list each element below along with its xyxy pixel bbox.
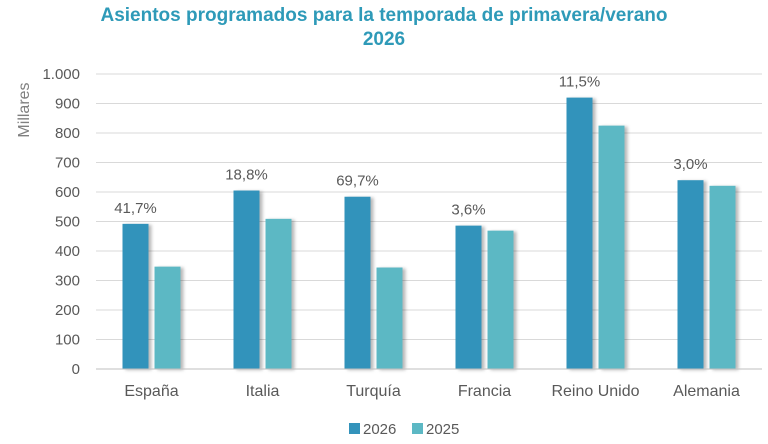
legend-label-2026: 2026 bbox=[363, 421, 396, 438]
y-tick-label: 0 bbox=[72, 361, 80, 378]
chart-title: Asientos programados para la temporada d… bbox=[0, 4, 768, 52]
y-tick-label: 200 bbox=[55, 302, 80, 319]
bar-2026 bbox=[122, 223, 149, 369]
x-tick-label: España bbox=[124, 383, 178, 400]
y-tick-label: 900 bbox=[55, 96, 80, 113]
x-tick-label: Francia bbox=[458, 383, 511, 400]
y-tick-label: 700 bbox=[55, 155, 80, 172]
growth-annotation: 69,7% bbox=[336, 173, 379, 190]
x-tick-label: Alemania bbox=[673, 383, 740, 400]
bar-2025 bbox=[265, 218, 292, 369]
chart-title-line2: 2026 bbox=[362, 29, 406, 50]
y-axis-ticks: 0 100 200 300 400 500 600 700 800 900 1.000 bbox=[42, 66, 80, 378]
legend-swatch-2026 bbox=[349, 423, 360, 434]
annotations: 41,7% 18,8% 69,7% 3,6% 11,5% 3,0% bbox=[114, 74, 707, 219]
y-tick-label: 400 bbox=[55, 243, 80, 260]
x-tick-label: Turquía bbox=[346, 383, 401, 400]
growth-annotation: 3,0% bbox=[673, 156, 707, 173]
x-tick-label: Italia bbox=[246, 383, 280, 400]
bar-2025 bbox=[376, 267, 403, 369]
bar-2025 bbox=[598, 125, 625, 369]
bar-2025 bbox=[154, 266, 181, 369]
growth-annotation: 3,6% bbox=[451, 202, 485, 219]
y-tick-label: 1.000 bbox=[42, 66, 80, 83]
legend-label-2025: 2025 bbox=[426, 421, 459, 438]
bar-2026 bbox=[233, 190, 260, 369]
bar-2026 bbox=[677, 180, 704, 369]
bar-2026 bbox=[566, 97, 593, 369]
bar-2026 bbox=[455, 225, 482, 369]
y-axis-label: Millares bbox=[16, 82, 33, 137]
legend: 2026 2025 bbox=[349, 421, 459, 438]
x-axis-ticks: España Italia Turquía Francia Reino Unido Ale… bbox=[124, 383, 740, 400]
bar-2026 bbox=[344, 196, 371, 369]
growth-annotation: 41,7% bbox=[114, 200, 157, 217]
y-tick-label: 500 bbox=[55, 214, 80, 231]
y-tick-label: 100 bbox=[55, 332, 80, 349]
bar-2025 bbox=[487, 230, 514, 369]
growth-annotation: 11,5% bbox=[559, 74, 600, 91]
bar-2025 bbox=[709, 185, 736, 369]
y-tick-label: 300 bbox=[55, 273, 80, 290]
chart-title-line1: Asientos programados para la temporada d… bbox=[100, 5, 668, 26]
y-tick-label: 600 bbox=[55, 184, 80, 201]
bars bbox=[122, 97, 736, 369]
grid-lines bbox=[96, 73, 762, 340]
x-tick-label: Reino Unido bbox=[551, 383, 639, 400]
y-tick-label: 800 bbox=[55, 125, 80, 142]
growth-annotation: 18,8% bbox=[225, 167, 268, 184]
legend-swatch-2025 bbox=[412, 423, 423, 434]
